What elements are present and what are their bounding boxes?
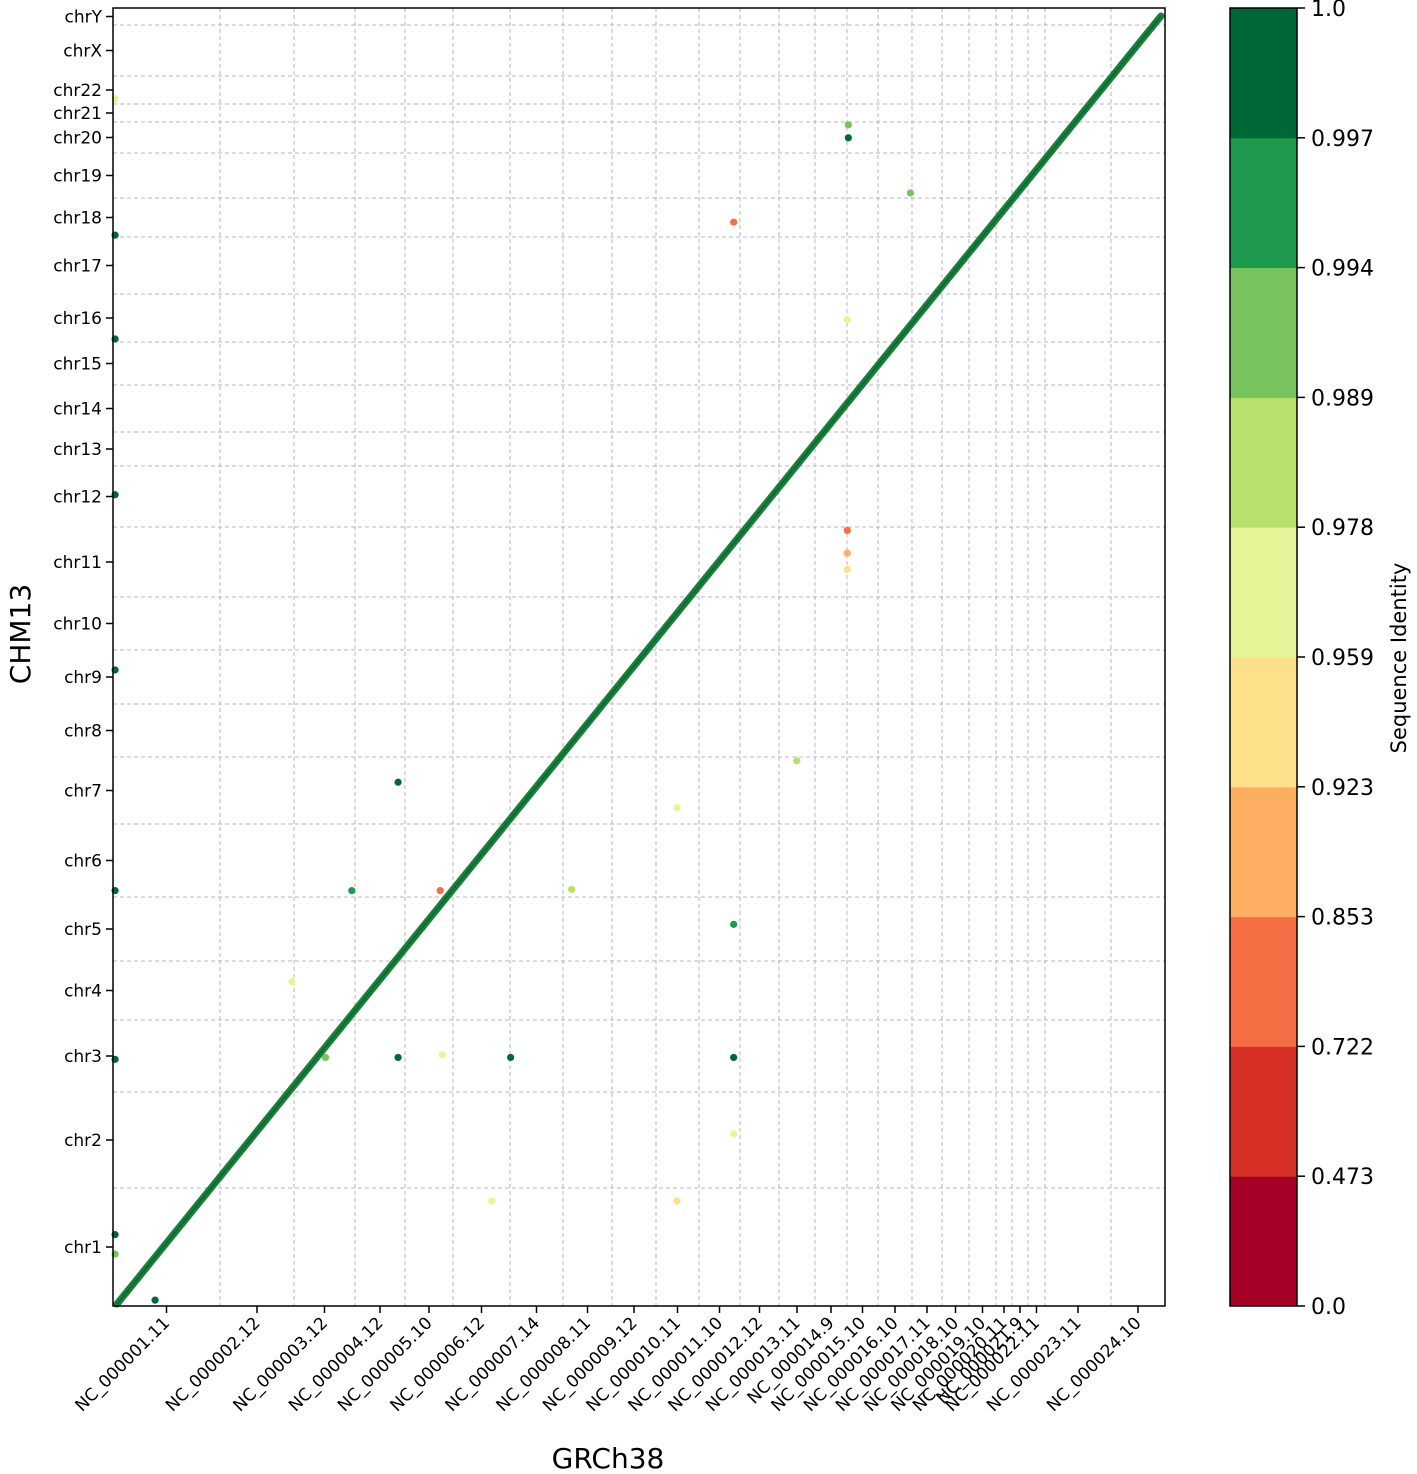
- x-axis-label: GRCh38: [552, 1442, 665, 1474]
- off-diagonal-points: [111, 95, 915, 1304]
- alignment-point: [288, 977, 296, 986]
- x-tick-label: NC_000001.11: [71, 1313, 174, 1416]
- y-axis-label: CHM13: [4, 584, 37, 684]
- alignment-point: [321, 1053, 330, 1062]
- alignment-point: [488, 1197, 496, 1205]
- y-tick-label: chr10: [53, 615, 102, 635]
- alignment-point: [730, 218, 738, 226]
- colorbar-tick-label: 0.959: [1311, 646, 1374, 671]
- colorbar-tick-label: 0.978: [1311, 516, 1374, 541]
- y-tick-label: chr3: [64, 1047, 102, 1067]
- colorbar-label: Sequence Identity: [1387, 563, 1411, 754]
- y-tick-label: chr20: [53, 129, 102, 149]
- y-tick-label: chr8: [64, 722, 102, 742]
- y-tick-label: chr5: [64, 920, 102, 940]
- colorbar-segment: [1230, 657, 1297, 788]
- y-tick-label: chrY: [65, 8, 103, 28]
- alignment-point: [844, 121, 852, 129]
- colorbar-segment: [1230, 8, 1297, 139]
- alignment-point: [843, 315, 851, 324]
- alignment-point: [673, 1197, 681, 1205]
- y-tick-label: chr19: [53, 167, 102, 187]
- y-tick-label: chr4: [64, 982, 102, 1002]
- y-tick-label: chr15: [53, 355, 102, 375]
- colorbar-tick-label: 0.994: [1311, 257, 1374, 282]
- diagonal-core: [116, 15, 1162, 1305]
- plot-area-frame: [112, 7, 1166, 1307]
- y-tick-label: chr13: [53, 440, 102, 460]
- colorbar-segment: [1230, 1046, 1297, 1177]
- colorbar-tick-label: 1.0: [1311, 0, 1346, 22]
- y-tick-label: chr14: [53, 400, 102, 420]
- colorbar-segment: [1230, 527, 1297, 658]
- colorbar-segment: [1230, 786, 1297, 918]
- alignment-point: [844, 134, 852, 142]
- colorbar-tick-label: 0.997: [1311, 127, 1374, 152]
- y-tick-label: chr2: [64, 1131, 102, 1151]
- y-axis-ticks: chr1 chr2 chr3 chr4 chr5 chr6 chr7 chr8 chr9 chr1…: [53, 8, 113, 1258]
- y-tick-label: chr7: [64, 782, 102, 802]
- y-tick-label: chr17: [53, 257, 102, 277]
- y-tick-label: chr9: [64, 668, 102, 688]
- alignment-point: [348, 887, 356, 895]
- alignment-point: [793, 757, 801, 765]
- alignment-point: [730, 1130, 738, 1138]
- colorbar-tick-label: 0.923: [1311, 776, 1374, 801]
- x-axis-ticks: NC_000001.11NC_000002.12NC_000003.12NC_0…: [71, 1306, 1146, 1416]
- grid-lines: [113, 8, 1165, 1306]
- alignment-point: [843, 549, 851, 557]
- colorbar-tick-label: 0.722: [1311, 1035, 1374, 1060]
- alignment-point: [906, 189, 915, 197]
- y-tick-label: chr11: [53, 553, 102, 573]
- colorbar-segment: [1230, 916, 1297, 1047]
- colorbar: 0.0 0.473 0.722 0.853 0.923 0.959 0.978 0.989 0.…: [1229, 0, 1374, 1320]
- colorbar-tick-label: 0.989: [1311, 386, 1374, 411]
- y-tick-label: chr21: [53, 104, 102, 124]
- alignment-point: [151, 1296, 159, 1304]
- alignment-point: [730, 920, 738, 928]
- y-tick-label: chrX: [63, 42, 102, 62]
- alignment-point: [394, 778, 402, 786]
- alignment-point: [394, 1053, 402, 1062]
- y-tick-label: chr1: [64, 1238, 102, 1258]
- colorbar-segment: [1230, 397, 1297, 528]
- diagonal-alignment-line: [113, 12, 1165, 1308]
- alignment-point: [507, 1053, 515, 1062]
- colorbar-tick-label: 0.853: [1311, 906, 1374, 931]
- colorbar-tick-label: 0.473: [1311, 1165, 1374, 1190]
- alignment-point: [843, 565, 851, 573]
- colorbar-segment: [1230, 1176, 1297, 1307]
- colorbar-segment: [1230, 137, 1297, 269]
- x-tick-label: NC_000006.12: [386, 1313, 489, 1416]
- alignment-point: [673, 803, 681, 812]
- y-tick-label: chr12: [53, 488, 102, 508]
- colorbar-segment: [1230, 267, 1297, 398]
- alignment-point: [438, 1051, 446, 1059]
- alignment-point: [436, 887, 444, 895]
- colorbar-tick-label: 0.0: [1311, 1295, 1346, 1320]
- y-tick-label: chr16: [53, 309, 102, 329]
- alignment-point: [843, 526, 851, 535]
- y-tick-label: chr6: [64, 852, 102, 872]
- alignment-point: [568, 885, 576, 893]
- alignment-point: [730, 1053, 738, 1062]
- y-tick-label: chr18: [53, 209, 102, 229]
- y-tick-label: chr22: [53, 81, 102, 101]
